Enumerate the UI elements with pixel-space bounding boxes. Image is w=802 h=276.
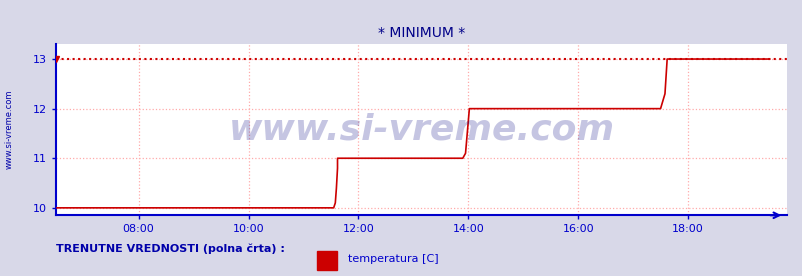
Title: * MINIMUM *: * MINIMUM * [378, 26, 464, 40]
Text: temperatura [C]: temperatura [C] [341, 254, 439, 264]
Text: www.si-vreme.com: www.si-vreme.com [5, 90, 14, 169]
Text: www.si-vreme.com: www.si-vreme.com [229, 113, 614, 147]
Text: TRENUTNE VREDNOSTI (polna črta) :: TRENUTNE VREDNOSTI (polna črta) : [56, 243, 285, 254]
